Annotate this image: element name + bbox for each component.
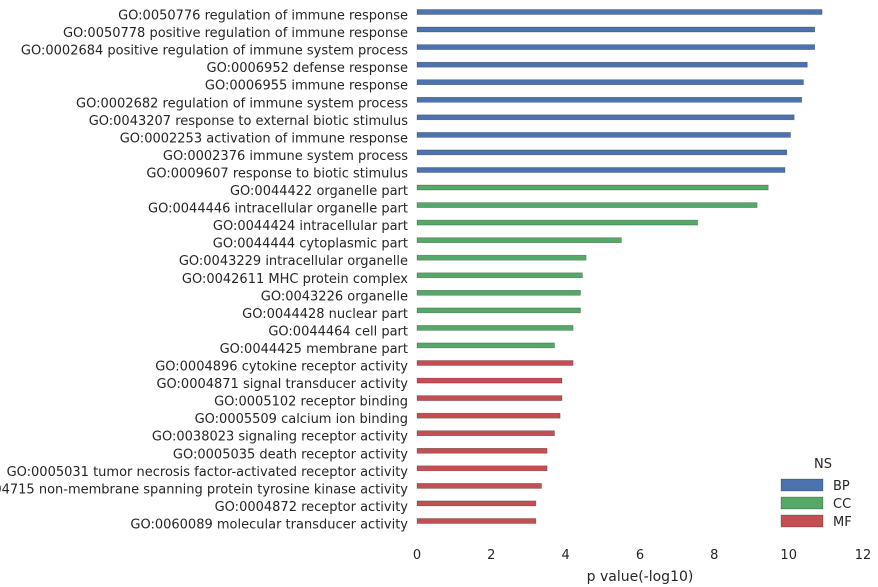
x-tick-label: 0 — [413, 548, 421, 563]
category-label: GO:0002253 activation of immune response — [120, 131, 408, 146]
category-label: GO:0043207 response to external biotic s… — [89, 114, 409, 129]
category-label: GO:0004896 cytokine receptor activity — [155, 360, 408, 375]
bar-go-0044446 — [416, 202, 758, 208]
x-tick-label: 10 — [780, 548, 797, 563]
category-label: GO:0060089 molecular transducer activity — [130, 518, 408, 533]
bar-go-0004871 — [416, 377, 563, 384]
bar-go-0004715 — [416, 483, 542, 489]
x-ticks-layer: 0 2 4 6 8 10 12 — [413, 548, 871, 563]
bar-go-0044425 — [416, 342, 555, 349]
category-label: GO:0009607 response to biotic stimulus — [146, 167, 408, 182]
x-tick-label: 4 — [562, 548, 570, 563]
category-label: GO:0005035 death receptor activity — [173, 447, 408, 462]
bar-go-0050778 — [416, 26, 816, 33]
bar-go-0050776 — [416, 9, 823, 15]
legend-swatch-mf — [780, 514, 824, 528]
legend-label-cc: CC — [833, 497, 851, 512]
bar-go-0044464 — [416, 325, 574, 331]
bar-go-0043207 — [416, 114, 795, 121]
legend-title: NS — [814, 457, 832, 472]
x-tick-label: 6 — [636, 548, 644, 563]
category-label: GO:0044428 nuclear part — [242, 307, 408, 322]
bar-go-0005509 — [416, 412, 561, 419]
category-label: GO:0044422 organelle part — [230, 184, 408, 199]
bar-go-0044424 — [416, 219, 698, 226]
bar-go-0009607 — [416, 167, 786, 173]
bar-go-0004896 — [416, 360, 574, 366]
category-label: GO:0043226 organelle — [261, 289, 408, 304]
category-label: GO:0004871 signal transducer activity — [156, 377, 408, 392]
bar-go-0042611 — [416, 272, 583, 279]
bar-go-0002684 — [416, 44, 816, 50]
category-labels-layer: GO:0050776 regulation of immune response… — [0, 9, 408, 533]
bar-go-0002253 — [416, 132, 791, 138]
x-tick-label: 8 — [710, 548, 718, 563]
bar-go-0043229 — [416, 254, 587, 261]
bar-go-0002376 — [416, 149, 788, 156]
category-label: GO:0002682 regulation of immune system p… — [76, 96, 408, 111]
category-label: GO:0038023 signaling receptor activity — [152, 430, 408, 445]
bars-layer — [416, 9, 823, 524]
category-label: GO:0005102 receptor binding — [214, 395, 408, 410]
category-label: GO:0002376 immune system process — [163, 149, 408, 164]
category-label: GO:0050778 positive regulation of immune… — [63, 26, 408, 41]
category-label: GO:0005031 tumor necrosis factor-activat… — [7, 465, 409, 480]
bar-go-0002682 — [416, 97, 803, 103]
category-label: GO:0004715 non-membrane spanning protein… — [0, 482, 408, 497]
category-label: GO:0004872 receptor activity — [215, 500, 409, 515]
category-label: GO:0005509 calcium ion binding — [195, 412, 408, 427]
category-label: GO:0044464 cell part — [268, 324, 408, 339]
bar-go-0005035 — [416, 447, 548, 454]
legend-swatch-cc — [780, 496, 824, 510]
bar-go-0043226 — [416, 289, 581, 296]
bar-go-0044428 — [416, 307, 581, 314]
category-label: GO:0044425 membrane part — [220, 342, 408, 357]
category-label: GO:0050776 regulation of immune response — [118, 9, 408, 24]
bar-go-0006955 — [416, 79, 804, 85]
bar-go-0004872 — [416, 500, 537, 507]
category-label: GO:0006952 defense response — [207, 61, 409, 76]
bar-go-0005031 — [416, 465, 548, 472]
category-label: GO:0044446 intracellular organelle part — [148, 202, 408, 217]
x-axis-title: p value(-log10) — [587, 569, 694, 585]
bar-go-0038023 — [416, 430, 555, 437]
category-label: GO:0044444 cytoplasmic part — [213, 237, 408, 252]
bar-go-0060089 — [416, 518, 537, 524]
legend-swatch-bp — [780, 478, 824, 492]
legend-label-bp: BP — [833, 479, 850, 494]
category-label: GO:0002684 positive regulation of immune… — [21, 44, 408, 59]
category-label: GO:0044424 intracellular part — [213, 219, 408, 234]
bar-go-0044444 — [416, 237, 622, 243]
bar-go-0044422 — [416, 184, 769, 191]
x-tick-label: 2 — [487, 548, 495, 563]
bar-go-0006952 — [416, 61, 808, 68]
legend: NS BP CC MF — [780, 457, 852, 530]
category-label: GO:0042611 MHC protein complex — [182, 272, 408, 287]
bar-go-0005102 — [416, 395, 563, 401]
category-label: GO:0006955 immune response — [205, 79, 408, 94]
x-tick-label: 12 — [855, 548, 872, 563]
legend-label-mf: MF — [833, 515, 852, 530]
category-label: GO:0043229 intracellular organelle — [179, 254, 408, 269]
